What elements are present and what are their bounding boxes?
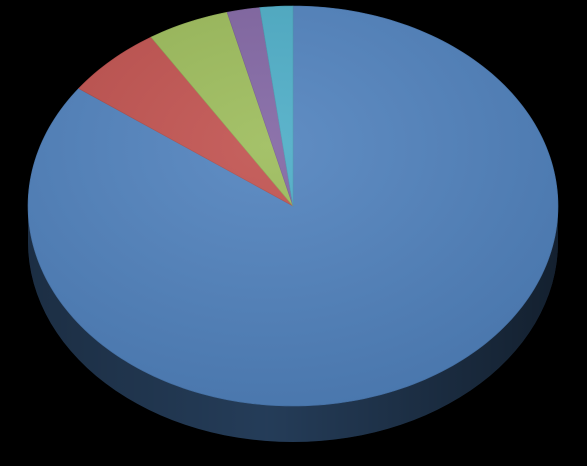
pie-top-shading <box>28 6 558 406</box>
pie-top <box>27 5 559 407</box>
pie-slice-side-shade-1 <box>28 206 558 442</box>
pie-sides <box>28 206 558 442</box>
